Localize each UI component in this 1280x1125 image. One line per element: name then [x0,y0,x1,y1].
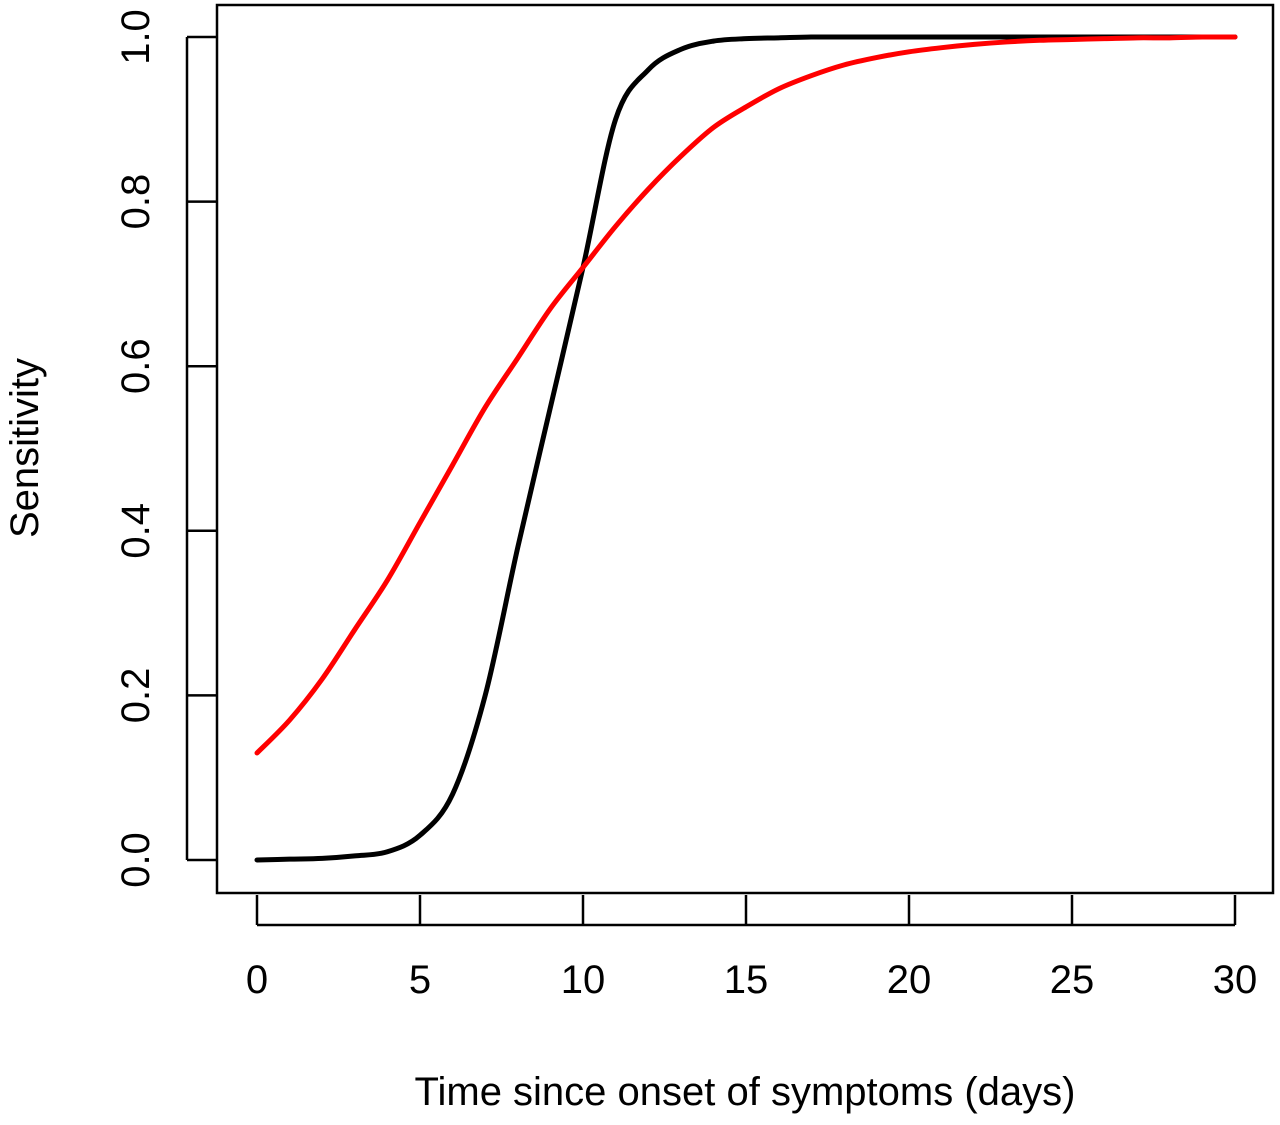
y-axis: 0.0 0.2 0.4 0.6 0.8 1.0 [114,9,217,888]
x-tick-label: 5 [409,958,431,1002]
series-layer [254,34,1238,863]
y-tick-label: 0.0 [114,832,158,888]
series-line-red [254,34,1238,756]
y-tick-label: 0.6 [114,338,158,394]
x-tick-label: 30 [1213,958,1258,1002]
x-tick-label: 25 [1050,958,1095,1002]
x-tick-label: 0 [246,958,268,1002]
y-tick-label: 1.0 [114,9,158,65]
y-axis-label: Sensitivity [3,358,47,538]
x-tick-label: 20 [887,958,932,1002]
plot-frame [215,3,1275,895]
series-line-black [254,34,1238,863]
y-tick-label: 0.2 [114,668,158,724]
x-tick-label: 15 [724,958,769,1002]
y-tick-label: 0.4 [114,503,158,559]
x-axis-label: Time since onset of symptoms (days) [415,1070,1076,1114]
y-tick-label: 0.8 [114,174,158,230]
x-axis: 0 5 10 15 20 25 30 [246,895,1257,1002]
x-tick-label: 10 [561,958,606,1002]
